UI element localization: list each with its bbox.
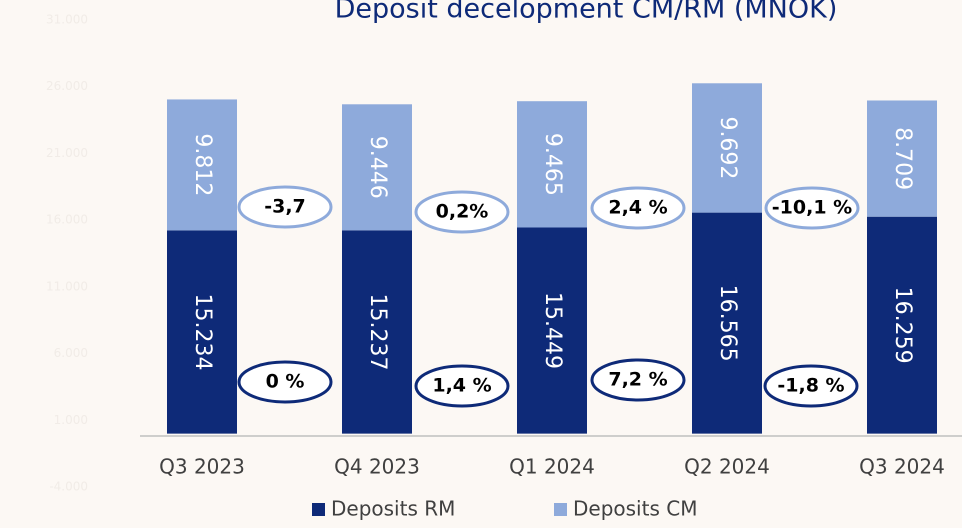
change-oval — [414, 190, 510, 234]
change-label: 0 % — [266, 371, 305, 393]
data-label: 9.692 — [715, 116, 740, 179]
data-label: 16.565 — [715, 285, 740, 362]
x-tick-label: Q1 2024 — [509, 455, 595, 479]
data-label: 16.259 — [890, 287, 915, 364]
bar-segment — [167, 230, 237, 434]
bar-segment — [167, 99, 237, 231]
y-tick-label: 26.000 — [46, 79, 88, 93]
change-oval — [590, 186, 686, 230]
change-oval — [764, 186, 860, 230]
y-tick-label: -4.000 — [49, 480, 88, 494]
change-label: -3,7 — [264, 196, 306, 218]
bar-segment — [692, 212, 762, 434]
change-oval — [763, 364, 859, 408]
x-tick-label: Q2 2024 — [684, 455, 770, 479]
change-label: 1,4 % — [432, 375, 491, 397]
change-label: 7,2 % — [608, 369, 667, 391]
bar-segment — [692, 83, 762, 213]
change-label: 2,4 % — [608, 197, 667, 219]
change-oval — [237, 185, 333, 229]
change-label: 0,2% — [436, 201, 489, 223]
legend-swatch — [312, 503, 325, 516]
change-oval — [590, 358, 686, 402]
data-label: 9.446 — [365, 136, 390, 199]
data-label: 15.237 — [365, 293, 390, 370]
data-label: 15.449 — [540, 292, 565, 369]
x-tick-label: Q3 2023 — [159, 455, 245, 479]
x-tick-label: Q3 2024 — [859, 455, 945, 479]
bar-segment — [517, 101, 587, 228]
y-tick-label: 16.000 — [46, 213, 88, 227]
data-label: 8.709 — [890, 127, 915, 190]
y-tick-label: 31.000 — [46, 13, 88, 27]
data-label: 9.812 — [190, 133, 215, 196]
change-oval — [414, 364, 510, 408]
legend-label: Deposits CM — [573, 497, 697, 521]
data-label: 9.465 — [540, 133, 565, 196]
y-tick-label: 21.000 — [46, 146, 88, 160]
legend-swatch — [554, 503, 567, 516]
change-oval — [237, 360, 333, 404]
y-tick-label: 11.000 — [46, 279, 88, 293]
bar-segment — [342, 104, 412, 231]
bar-segment — [867, 100, 937, 217]
y-tick-label: 6.000 — [54, 346, 88, 360]
chart-title: Deposit decelopment CM/RM (MNOK) — [335, 0, 838, 25]
y-tick-label: 1.000 — [54, 413, 88, 427]
bar-segment — [342, 230, 412, 434]
bar-segment — [517, 227, 587, 434]
data-label: 15.234 — [190, 294, 215, 371]
x-tick-label: Q4 2023 — [334, 455, 420, 479]
legend-label: Deposits RM — [331, 497, 455, 521]
change-label: -1,8 % — [777, 375, 844, 397]
bar-segment — [867, 216, 937, 434]
change-label: -10,1 % — [772, 197, 852, 219]
